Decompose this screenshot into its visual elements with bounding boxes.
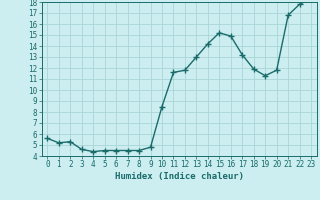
- X-axis label: Humidex (Indice chaleur): Humidex (Indice chaleur): [115, 172, 244, 181]
